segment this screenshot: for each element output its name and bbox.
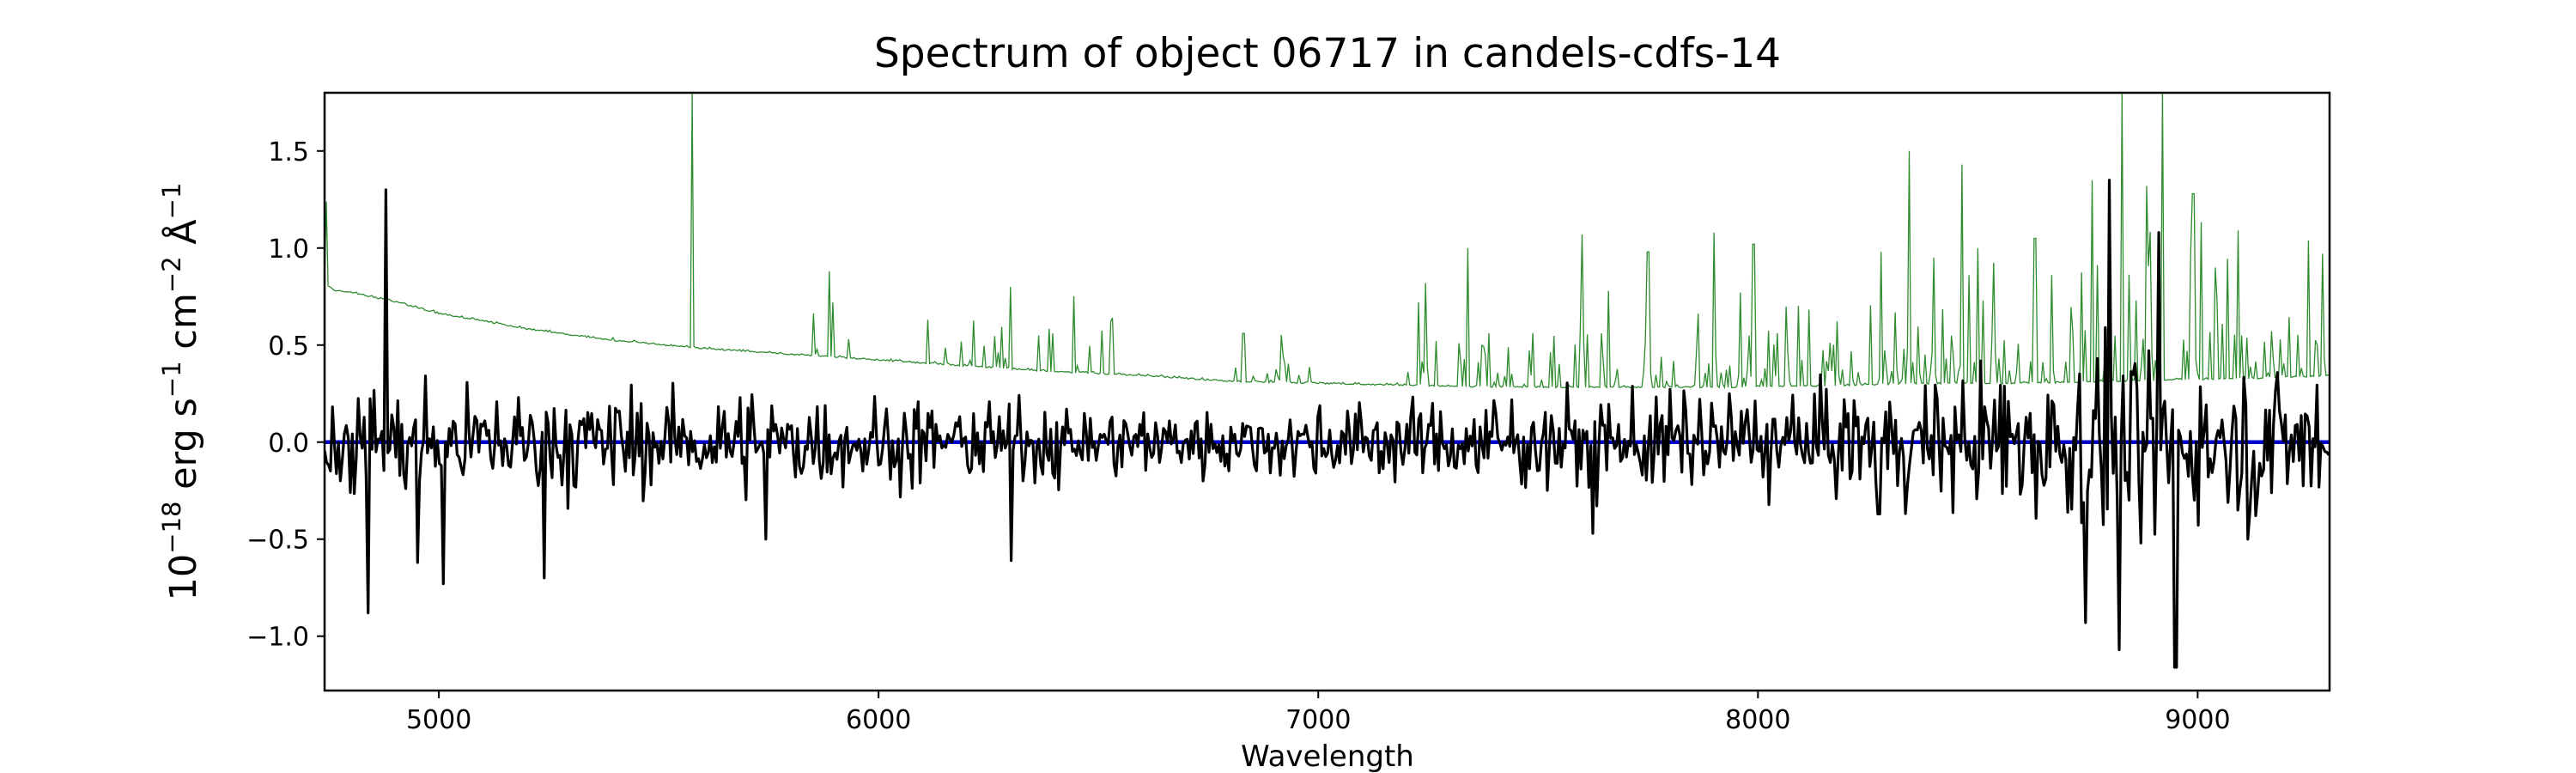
y-axis-label-unit3: Å [161, 219, 205, 257]
y-axis-label-exp4: −1 [157, 183, 186, 220]
y-tick-label: 1.0 [268, 234, 309, 265]
y-axis-label: 10−18 erg s−1 cm−2 Å−1 [157, 183, 205, 601]
plot-series-area [325, 93, 2330, 669]
x-tick-label: 8000 [1725, 705, 1790, 735]
y-tick-label: 0.5 [268, 332, 309, 362]
x-axis-label: Wavelength [1241, 740, 1414, 773]
chart-title: Spectrum of object 06717 in candels-cdfs… [874, 30, 1781, 77]
y-axis-label-unit1: erg s [162, 398, 205, 501]
y-axis-label-base: 10 [162, 554, 205, 601]
plot-frame [323, 91, 2331, 692]
y-tick-label: −0.5 [246, 526, 309, 556]
y-tick-label: −1.0 [246, 623, 309, 653]
x-tick-label: 9000 [2165, 705, 2230, 735]
y-axis: −1.0 −0.5 0.0 0.5 1.0 1.5 [246, 137, 325, 653]
y-axis-label-exp2: −1 [157, 361, 186, 398]
x-tick-label: 6000 [846, 705, 911, 735]
y-axis-label-exp3: −2 [157, 256, 186, 293]
y-axis-label-unit2: cm [162, 293, 205, 361]
x-tick-label: 7000 [1285, 705, 1351, 735]
x-axis: 5000 6000 7000 8000 9000 [406, 691, 2231, 735]
y-tick-label: 0.0 [268, 429, 309, 459]
series-flux-spectrum-line [325, 179, 2330, 669]
series-error-spectrum-line [325, 93, 2330, 390]
x-tick-label: 5000 [406, 705, 471, 735]
y-tick-label: 1.5 [268, 137, 309, 167]
y-axis-label-exp1: −18 [157, 502, 186, 554]
